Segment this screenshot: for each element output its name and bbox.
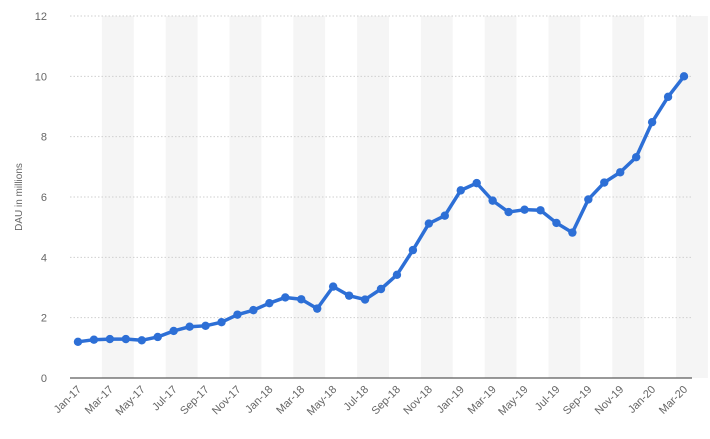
data-point	[313, 304, 322, 313]
x-tick-label: Jul-19	[533, 384, 563, 414]
data-point	[568, 228, 577, 237]
data-point	[600, 178, 609, 187]
x-tick-label: Mar-18	[274, 384, 307, 417]
data-point	[344, 291, 354, 300]
data-point	[504, 207, 513, 217]
x-tick-label: Jul-18	[341, 384, 371, 414]
data-point	[456, 186, 465, 195]
x-tick-label: May-17	[113, 384, 147, 418]
data-point	[89, 335, 99, 344]
background-band	[357, 16, 389, 378]
x-tick-label: Mar-19	[466, 384, 499, 417]
data-point	[616, 168, 625, 177]
y-tick-label: 0	[41, 373, 47, 385]
data-point	[520, 205, 529, 214]
data-point	[392, 270, 402, 280]
x-tick-label: Nov-17	[210, 384, 244, 418]
x-tick-label: Nov-19	[593, 384, 627, 418]
data-point	[440, 211, 449, 220]
x-tick-label: Jan-17	[52, 384, 84, 416]
background-band	[420, 16, 453, 378]
data-point	[185, 322, 194, 331]
data-point	[249, 305, 258, 315]
data-point	[265, 298, 274, 308]
data-point	[328, 282, 338, 291]
data-point	[153, 332, 162, 342]
x-tick-label: Sep-19	[561, 384, 595, 418]
data-point	[169, 326, 178, 336]
data-point	[137, 336, 146, 345]
data-point	[297, 295, 306, 304]
data-point	[488, 196, 497, 205]
data-point	[376, 284, 386, 294]
data-point	[552, 218, 561, 228]
x-tick-label: Jan-19	[435, 384, 467, 416]
x-tick-label: May-18	[305, 384, 339, 418]
y-tick-label: 12	[35, 11, 47, 23]
x-tick-label: Mar-20	[657, 384, 690, 417]
y-tick-label: 6	[41, 192, 47, 204]
x-tick-label: Mar-17	[83, 384, 116, 417]
y-tick-label: 2	[41, 313, 47, 325]
background-band	[165, 16, 198, 378]
data-point	[105, 334, 115, 344]
data-point	[233, 310, 242, 319]
data-point	[73, 337, 83, 346]
data-point	[281, 293, 290, 302]
y-axis-ticks: 0 2 4 6 8 10 12	[35, 11, 47, 385]
x-tick-label: May-19	[496, 384, 530, 418]
background-band	[101, 16, 134, 378]
y-tick-label: 4	[41, 252, 47, 264]
data-point	[360, 295, 370, 304]
data-point	[121, 334, 131, 344]
data-point	[584, 195, 593, 204]
data-point	[217, 317, 226, 327]
background-band	[612, 16, 645, 378]
x-tick-label: Nov-18	[401, 384, 435, 418]
y-tick-label: 10	[35, 71, 47, 83]
data-point	[201, 321, 210, 331]
x-tick-label: Sep-18	[369, 384, 403, 418]
y-axis-title: DAU in millions	[14, 163, 25, 231]
data-point	[631, 152, 641, 162]
x-tick-label: Sep-17	[178, 384, 212, 418]
x-tick-label: Jan-18	[243, 384, 275, 416]
x-tick-label: Jan-20	[626, 384, 658, 416]
data-point	[408, 245, 418, 255]
data-point	[472, 178, 481, 188]
x-tick-label: Jul-17	[150, 384, 180, 414]
data-point	[536, 206, 545, 215]
data-point	[647, 117, 657, 127]
data-point	[679, 72, 689, 81]
data-point	[424, 219, 434, 228]
data-point	[663, 92, 673, 102]
data-points	[73, 72, 689, 346]
y-tick-label: 8	[41, 132, 47, 144]
